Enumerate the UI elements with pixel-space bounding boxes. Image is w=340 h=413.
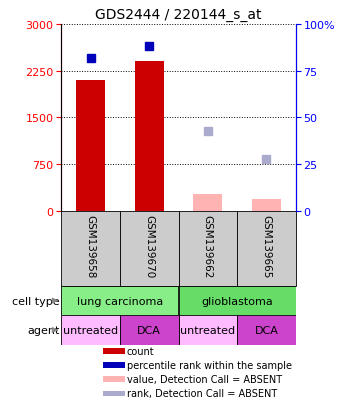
Bar	[120, 211, 178, 286]
Bar	[61, 286, 178, 316]
Bar	[237, 316, 296, 345]
Text: value, Detection Call = ABSENT: value, Detection Call = ABSENT	[127, 375, 282, 385]
Bar	[61, 316, 120, 345]
Text: GSM139670: GSM139670	[144, 214, 154, 278]
Text: rank, Detection Call = ABSENT: rank, Detection Call = ABSENT	[127, 389, 277, 399]
Text: agent: agent	[28, 325, 60, 335]
Text: DCA: DCA	[137, 325, 161, 335]
Title: GDS2444 / 220144_s_at: GDS2444 / 220144_s_at	[95, 8, 262, 22]
Bar	[193, 195, 222, 211]
Text: cell type: cell type	[12, 296, 60, 306]
Bar	[76, 81, 105, 211]
Bar	[178, 211, 237, 286]
Text: lung carcinoma: lung carcinoma	[77, 296, 163, 306]
Text: percentile rank within the sample: percentile rank within the sample	[127, 361, 292, 370]
Bar	[178, 286, 296, 316]
Text: GSM139662: GSM139662	[203, 214, 213, 278]
Text: untreated: untreated	[180, 325, 235, 335]
Text: DCA: DCA	[255, 325, 278, 335]
Bar	[120, 316, 178, 345]
Text: GSM139665: GSM139665	[261, 214, 271, 278]
Bar	[103, 391, 124, 396]
Bar	[61, 211, 120, 286]
Bar	[237, 211, 296, 286]
Text: glioblastoma: glioblastoma	[201, 296, 273, 306]
Bar	[103, 363, 124, 368]
Bar	[252, 199, 281, 211]
Text: GSM139658: GSM139658	[86, 214, 96, 278]
Bar	[135, 62, 164, 211]
Bar	[103, 349, 124, 354]
Text: count: count	[127, 346, 154, 356]
Text: untreated: untreated	[63, 325, 118, 335]
Bar	[178, 316, 237, 345]
Bar	[103, 377, 124, 382]
